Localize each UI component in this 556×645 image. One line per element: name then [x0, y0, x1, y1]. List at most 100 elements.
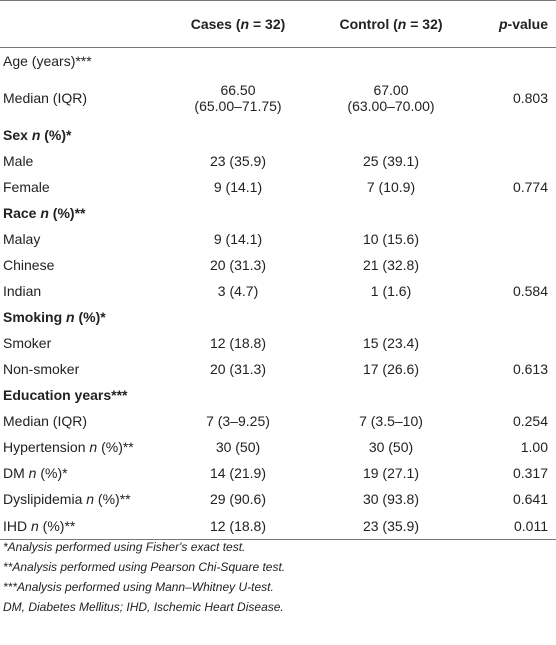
p-value-cell: 0.803 — [512, 90, 548, 106]
control-cell: 19 (27.1) — [362, 465, 420, 481]
table-row: Hypertension n (%)** 30 (50) 30 (50) 1.0… — [0, 434, 556, 460]
control-cell — [310, 122, 472, 148]
table-row: Smoker 12 (18.8) 15 (23.4) — [0, 330, 556, 356]
section-row: Race n (%)** — [0, 200, 556, 226]
row-label: Median (IQR) — [3, 90, 88, 106]
footnote-fisher: *Analysis performed using Fisher's exact… — [3, 540, 246, 554]
row-label: Non-smoker — [3, 361, 80, 377]
table-row: DM n (%)* 14 (21.9) 19 (27.1) 0.317 — [0, 460, 556, 486]
cases-cell: 7 (3–9.25) — [206, 413, 270, 429]
cases-cell: 20 (31.3) — [209, 257, 267, 273]
control-cell — [310, 48, 472, 75]
table-row: IHD n (%)** 12 (18.8) 23 (35.9) 0.011 — [0, 512, 556, 540]
section-label: Sex n (%)* — [3, 127, 72, 143]
table-row: Chinese 20 (31.3) 21 (32.8) — [0, 252, 556, 278]
cases-cell — [166, 382, 310, 408]
footnote-mann-whitney: ***Analysis performed using Mann–Whitney… — [3, 580, 274, 594]
cases-cell: 14 (21.9) — [209, 465, 267, 481]
p-value-cell: 0.011 — [472, 512, 556, 540]
control-cell: 25 (39.1) — [362, 153, 420, 169]
cases-cell: 23 (35.9) — [209, 153, 267, 169]
row-label: Dyslipidemia n (%)** — [3, 491, 131, 507]
table-row: Male 23 (35.9) 25 (39.1) — [0, 148, 556, 174]
cases-cell: 20 (31.3) — [209, 361, 267, 377]
table-row: Median (IQR) 66.50 (65.00–71.75) 67.00 (63… — [0, 74, 556, 122]
cases-cell: 12 (18.8) — [209, 335, 267, 351]
table-row: Non-smoker 20 (31.3) 17 (26.6) 0.613 — [0, 356, 556, 382]
cases-cell: 66.50 (65.00–71.75) — [166, 74, 310, 122]
cases-iqr: (65.00–71.75) — [194, 98, 282, 114]
table-row: Female 9 (14.1) 7 (10.9) 0.774 — [0, 174, 556, 200]
control-cell: 7 (3.5–10) — [359, 413, 423, 429]
row-label: Smoker — [3, 335, 52, 351]
section-label: Race n (%)** — [3, 205, 86, 221]
control-cell: 17 (26.6) — [362, 361, 420, 377]
header-label-col — [0, 0, 166, 48]
section-row: Sex n (%)* — [0, 122, 556, 148]
p-value-cell — [472, 382, 556, 408]
cases-median: 66.50 — [220, 82, 256, 98]
header-cases: Cases (n = 32) — [166, 0, 310, 48]
cases-cell: 29 (90.6) — [209, 491, 267, 507]
p-value-cell: 0.613 — [512, 361, 548, 377]
cases-cell — [166, 200, 310, 226]
cases-cell — [166, 122, 310, 148]
control-cell: 10 (15.6) — [362, 231, 420, 247]
p-value-cell — [472, 122, 556, 148]
section-row: Smoking n (%)* — [0, 304, 556, 330]
row-label: Age (years)*** — [3, 53, 92, 69]
control-median: 67.00 — [373, 82, 409, 98]
control-cell: 21 (32.8) — [362, 257, 420, 273]
row-label: Malay — [3, 231, 41, 247]
row-label: Hypertension n (%)** — [3, 439, 134, 455]
p-value-cell: 0.254 — [512, 413, 548, 429]
control-iqr: (63.00–70.00) — [347, 98, 435, 114]
p-value-cell: 1.00 — [520, 439, 548, 455]
table-row: Dyslipidemia n (%)** 29 (90.6) 30 (93.8)… — [0, 486, 556, 512]
row-label: Indian — [3, 283, 42, 299]
table-header-row: Cases (n = 32) Control (n = 32) p-value — [0, 0, 556, 48]
table-row: Age (years)*** — [0, 48, 556, 75]
cases-cell: 30 (50) — [215, 439, 261, 455]
row-label: DM n (%)* — [3, 465, 68, 481]
footnote-abbreviations: DM, Diabetes Mellitus; IHD, Ischemic Hea… — [3, 600, 284, 614]
control-cell: 67.00 (63.00–70.00) — [310, 74, 472, 122]
section-row: Education years*** — [0, 382, 556, 408]
p-value-cell — [472, 200, 556, 226]
control-cell: 30 (93.8) — [362, 491, 420, 507]
control-cell: 23 (35.9) — [310, 512, 472, 540]
row-label: IHD n (%)** — [0, 512, 166, 540]
p-value-cell — [472, 304, 556, 330]
row-label: Female — [3, 179, 50, 195]
section-label: Education years*** — [3, 387, 128, 403]
p-value-cell: 0.317 — [512, 465, 548, 481]
p-value-cell — [472, 226, 556, 252]
p-value-cell: 0.641 — [512, 491, 548, 507]
control-cell: 1 (1.6) — [370, 283, 412, 299]
table-row: Malay 9 (14.1) 10 (15.6) — [0, 226, 556, 252]
control-cell: 30 (50) — [368, 439, 414, 455]
table-row: Indian 3 (4.7) 1 (1.6) 0.584 — [0, 278, 556, 304]
row-label: Median (IQR) — [3, 413, 88, 429]
demographics-table: Cases (n = 32) Control (n = 32) p-value … — [0, 0, 556, 540]
footnotes: *Analysis performed using Fisher's exact… — [3, 537, 285, 617]
section-label: Smoking n (%)* — [3, 309, 106, 325]
control-cell — [310, 382, 472, 408]
row-label: Chinese — [3, 257, 55, 273]
p-value-cell: 0.584 — [512, 283, 548, 299]
p-value-cell — [472, 48, 556, 75]
p-value-cell: 0.774 — [512, 179, 548, 195]
cases-cell — [166, 304, 310, 330]
p-value-cell — [472, 330, 556, 356]
control-cell — [310, 304, 472, 330]
p-value-cell — [472, 148, 556, 174]
cases-cell: 3 (4.7) — [217, 283, 259, 299]
cases-cell — [166, 48, 310, 75]
cases-cell: 9 (14.1) — [213, 231, 263, 247]
header-control: Control (n = 32) — [310, 0, 472, 48]
row-label: Male — [3, 153, 34, 169]
control-cell: 15 (23.4) — [362, 335, 420, 351]
table-row: Median (IQR) 7 (3–9.25) 7 (3.5–10) 0.254 — [0, 408, 556, 434]
cases-cell: 12 (18.8) — [166, 512, 310, 540]
